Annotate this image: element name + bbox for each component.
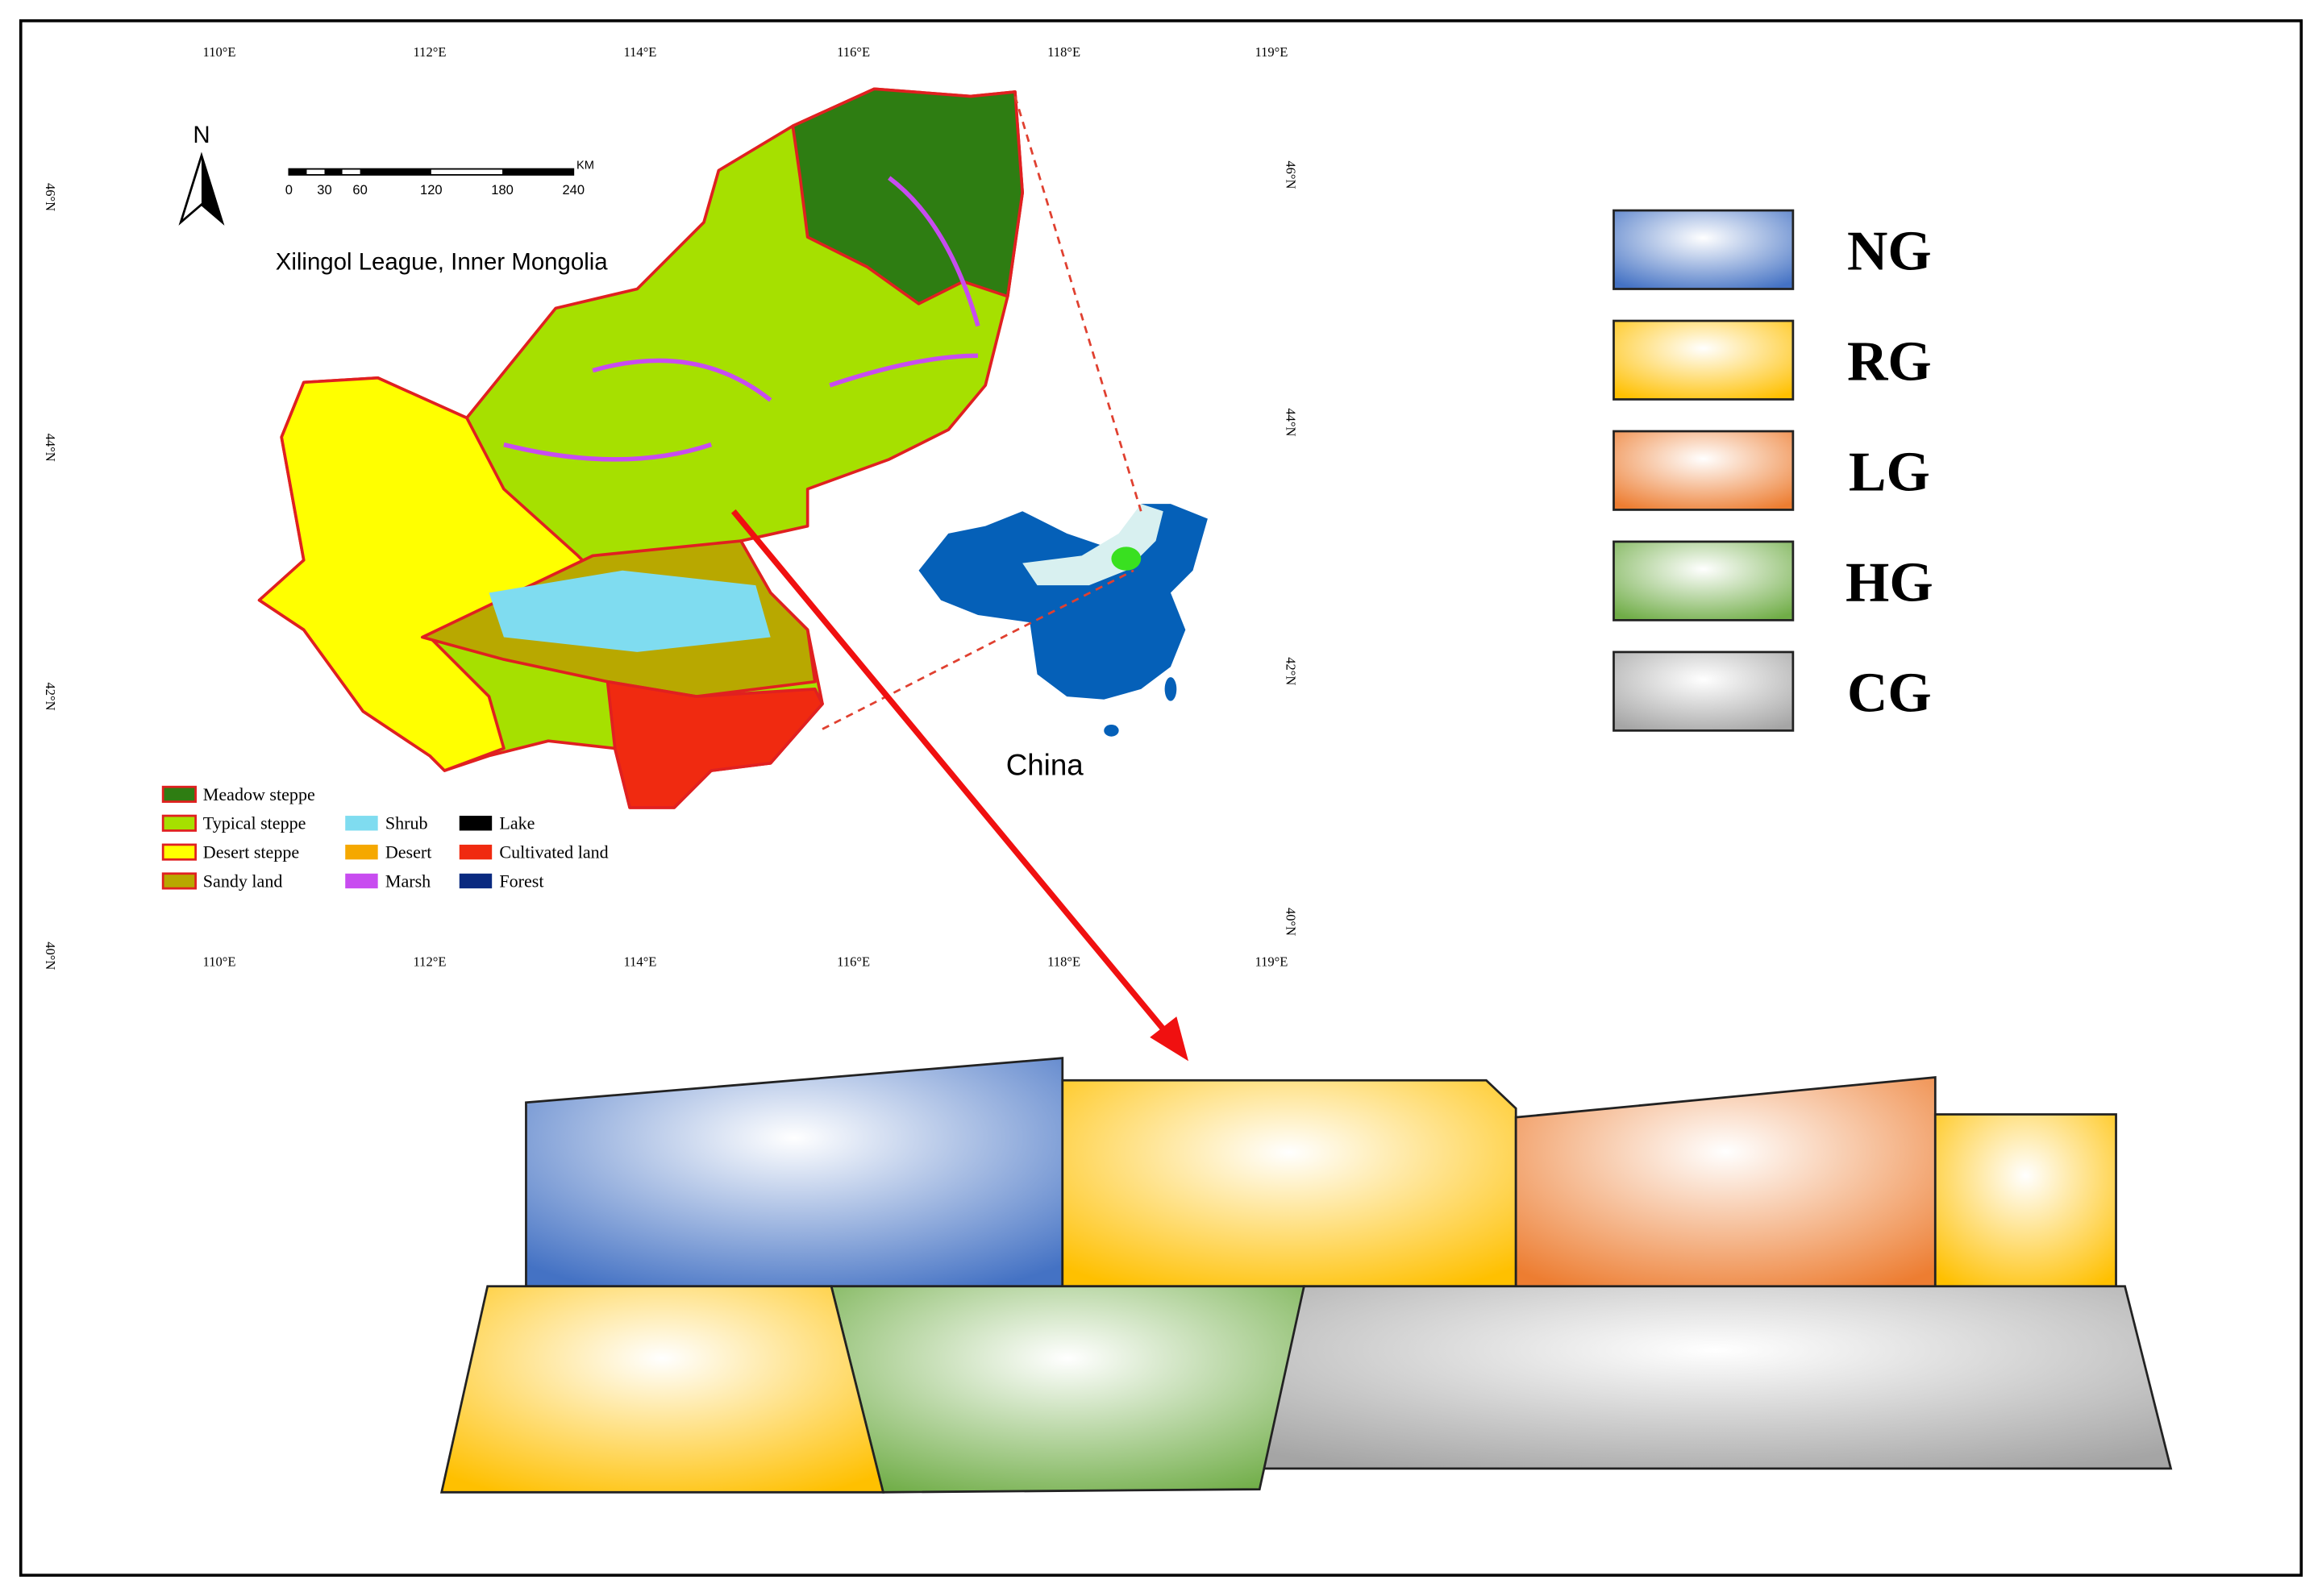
legend-swatch — [459, 816, 493, 831]
longitude-label: 116°E — [837, 44, 870, 60]
north-label: N — [193, 122, 210, 148]
scale-unit: KM — [576, 160, 594, 172]
legend-label: Desert — [385, 842, 432, 862]
xilingol-map — [257, 87, 1024, 809]
north-arrow — [178, 152, 225, 226]
legend-box — [1612, 209, 1795, 290]
longitude-label: 112°E — [414, 954, 447, 970]
zoom-arrow-head — [1150, 1016, 1189, 1062]
legend-label: Lake — [499, 813, 535, 833]
shrub-area — [489, 570, 771, 652]
latitude-label: 44°N — [1283, 408, 1298, 436]
map-title: Xilingol League, Inner Mongolia — [276, 249, 609, 276]
legend-label: Meadow steppe — [203, 784, 315, 804]
legend-box — [1612, 540, 1795, 621]
latitude-label: 42°N — [43, 683, 58, 711]
longitude-label: 119°E — [1255, 44, 1288, 60]
legend-swatch — [161, 814, 197, 832]
legend-swatch — [345, 873, 378, 889]
legend-label: Forest — [499, 871, 543, 891]
hg-block — [830, 1285, 1306, 1494]
legend-label: Desert steppe — [203, 842, 300, 862]
scale-bar-segment — [324, 168, 343, 175]
cg-block — [1258, 1285, 2173, 1470]
cultivated-land-area — [605, 680, 824, 809]
legend-box — [1612, 650, 1795, 732]
legend-swatch — [459, 873, 493, 889]
zoom-arrow-line — [730, 509, 1171, 1037]
rg-block — [1933, 1113, 2117, 1291]
legend-label: NG — [1847, 221, 1932, 283]
legend-label: Cultivated land — [499, 842, 608, 862]
scale-label: 30 — [317, 182, 331, 197]
island — [1164, 677, 1177, 701]
scale-bar-segment — [360, 168, 431, 175]
longitude-label: 114°E — [624, 44, 657, 60]
grassland-legend: NG RG LG HG CG — [1612, 209, 1933, 732]
latitude-label: 40°N — [43, 941, 58, 970]
scale-label: 0 — [285, 182, 293, 197]
latitude-label: 42°N — [1283, 657, 1298, 685]
longitude-label: 116°E — [837, 954, 870, 970]
latitude-label: 40°N — [1283, 908, 1298, 936]
legend-label: CG — [1847, 662, 1932, 724]
legend-box — [1612, 319, 1795, 401]
legend-label: HG — [1846, 551, 1933, 613]
island — [1104, 724, 1119, 737]
longitude-label: 118°E — [1047, 44, 1080, 60]
marsh-area — [503, 176, 980, 462]
scale-label: 180 — [491, 182, 514, 197]
legend-label: RG — [1847, 331, 1932, 393]
legend-swatch — [459, 844, 493, 860]
china-label: China — [1006, 748, 1084, 781]
legend-box — [1612, 430, 1795, 511]
north-arrow-half — [201, 156, 223, 222]
scale-label: 120 — [420, 182, 443, 197]
dashed-leader — [1013, 96, 1142, 512]
china-inset — [822, 96, 1208, 737]
longitude-label: 119°E — [1255, 954, 1288, 970]
scale-bar-segment — [289, 168, 307, 175]
latitude-label: 46°N — [43, 183, 58, 211]
xilingol-highlight — [1111, 547, 1142, 571]
legend-swatch — [161, 872, 197, 890]
longitude-label: 112°E — [414, 44, 447, 60]
latitude-label: 46°N — [1283, 160, 1298, 189]
scale-bar-segment — [502, 168, 574, 175]
legend-label: Sandy land — [203, 871, 283, 891]
legend-swatch — [161, 843, 197, 861]
grassland-diagram — [439, 1057, 2173, 1494]
scale-label: 60 — [352, 182, 367, 197]
legend-swatch — [345, 844, 378, 860]
dashed-leader — [822, 569, 1134, 730]
zoom-arrow — [730, 509, 1189, 1062]
graticule-labels: 110°E 112°E 114°E 116°E 118°E 119°E 110°E 112°E… — [43, 44, 1298, 970]
legend-swatch — [161, 785, 197, 803]
legend-label: Marsh — [385, 871, 431, 891]
longitude-label: 110°E — [203, 954, 236, 970]
rg-block — [439, 1285, 885, 1494]
legend-label: LG — [1849, 442, 1930, 504]
legend-label: Shrub — [385, 813, 428, 833]
longitude-label: 110°E — [203, 44, 236, 60]
longitude-label: 118°E — [1047, 954, 1080, 970]
land-cover-legend: Meadow steppe Typical steppe Desert steppe… — [161, 784, 609, 891]
longitude-label: 114°E — [624, 954, 657, 970]
legend-swatch — [345, 816, 378, 831]
legend-label: Typical steppe — [203, 813, 306, 833]
rg-block — [1061, 1079, 1517, 1288]
latitude-label: 44°N — [43, 434, 58, 462]
scale-label: 240 — [562, 182, 585, 197]
scale-bar: 0 30 60 120 180 240 KM — [285, 160, 594, 197]
